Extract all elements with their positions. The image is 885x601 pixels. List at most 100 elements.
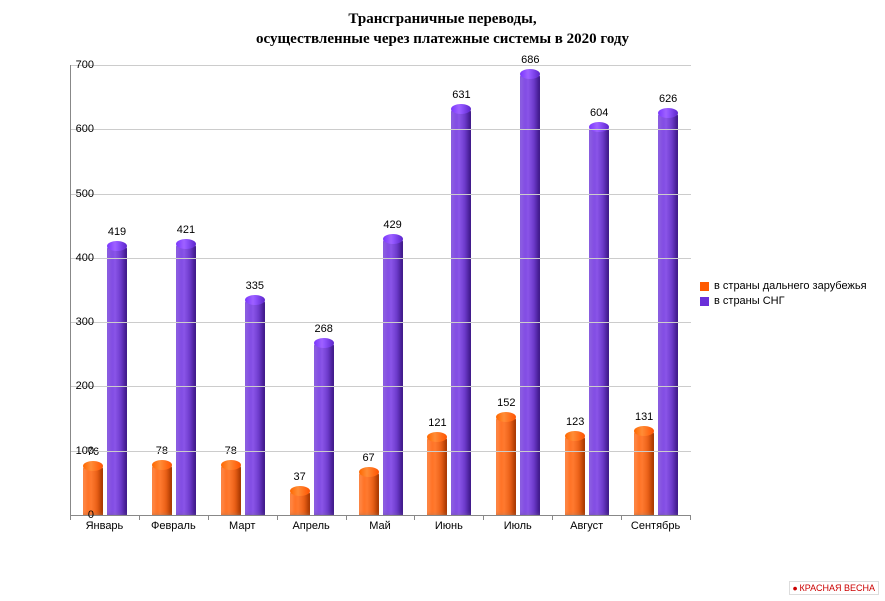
bar-value-label: 121 <box>428 417 446 429</box>
bar <box>496 417 516 515</box>
bar-cap <box>221 460 241 470</box>
bar-cap <box>290 486 310 496</box>
legend-swatch-0 <box>700 282 709 291</box>
bars-layer: 7641978421783353726867429121631152686123… <box>71 65 691 515</box>
bar-value-label: 67 <box>362 452 374 464</box>
x-tick-label: Апрель <box>292 520 329 532</box>
bar-group: 152686 <box>484 65 553 515</box>
bar-cap <box>83 461 103 471</box>
bar <box>565 436 585 515</box>
bar <box>152 465 172 515</box>
bar <box>221 465 241 515</box>
bar-value-label: 123 <box>566 416 584 428</box>
bar <box>83 466 103 515</box>
x-tick-label: Сентябрь <box>631 520 680 532</box>
x-tick-mark <box>208 515 209 520</box>
x-tick-mark <box>483 515 484 520</box>
x-tick-label: Август <box>570 520 603 532</box>
bar <box>658 113 678 515</box>
bar-cap <box>176 239 196 249</box>
bar-cap <box>496 412 516 422</box>
bar-value-label: 419 <box>108 226 126 238</box>
bar <box>314 343 334 515</box>
bar-cap <box>245 295 265 305</box>
bar-value-label: 131 <box>635 411 653 423</box>
bar-group: 121 631 <box>415 65 484 515</box>
bar <box>359 472 379 515</box>
bar <box>634 431 654 515</box>
y-tick-label: 600 <box>64 123 94 135</box>
x-tick-label: Январь <box>86 520 124 532</box>
y-tick-label: 700 <box>64 59 94 71</box>
watermark: •КРАСНАЯ ВЕСНА <box>789 581 879 595</box>
bar-cap <box>314 338 334 348</box>
bar-value-label: 604 <box>590 107 608 119</box>
bar <box>107 246 127 515</box>
bar-group: 78335 <box>209 65 278 515</box>
bar-value-label: 429 <box>383 219 401 231</box>
x-tick-mark <box>414 515 415 520</box>
bar-cap <box>658 108 678 118</box>
gridline <box>71 386 691 387</box>
x-tick-mark <box>277 515 278 520</box>
legend-item-0: в страны дальнего зарубежья <box>700 280 867 292</box>
title-line-1: Трансграничные переводы, <box>348 11 536 27</box>
bar <box>176 244 196 515</box>
bar-value-label: 152 <box>497 397 515 409</box>
gridline <box>71 258 691 259</box>
bar-cap <box>451 104 471 114</box>
bar-cap <box>634 426 654 436</box>
watermark-dot-icon: • <box>793 580 798 596</box>
legend-item-1: в страны СНГ <box>700 295 867 307</box>
gridline <box>71 194 691 195</box>
bar-cap <box>383 234 403 244</box>
chart-container: Трансграничные переводы, осуществленные … <box>0 0 885 601</box>
x-tick-mark <box>70 515 71 520</box>
bar <box>589 127 609 515</box>
x-tick-mark <box>690 515 691 520</box>
chart-area: 7641978421783353726867429121631152686123… <box>40 65 690 545</box>
bar-group: 123 604 <box>553 65 622 515</box>
x-tick-label: Март <box>229 520 255 532</box>
bar-value-label: 335 <box>246 280 264 292</box>
bar <box>520 74 540 515</box>
bar-cap <box>359 467 379 477</box>
bar-cap <box>427 432 447 442</box>
bar-value-label: 631 <box>452 89 470 101</box>
legend-label-0: в страны дальнего зарубежья <box>714 280 867 292</box>
y-tick-label: 200 <box>64 380 94 392</box>
x-tick-mark <box>346 515 347 520</box>
bar-group: 131 626 <box>622 65 691 515</box>
x-tick-mark <box>552 515 553 520</box>
bar-value-label: 37 <box>294 471 306 483</box>
gridline <box>71 451 691 452</box>
bar-value-label: 268 <box>314 323 332 335</box>
x-tick-label: Июнь <box>435 520 463 532</box>
plot-area: 7641978421783353726867429121631152686123… <box>70 65 691 516</box>
title-line-2: осуществленные через платежные системы в… <box>256 31 629 47</box>
x-tick-mark <box>621 515 622 520</box>
chart-title: Трансграничные переводы, осуществленные … <box>0 0 885 49</box>
gridline <box>71 322 691 323</box>
y-tick-label: 100 <box>64 445 94 457</box>
bar-value-label: 421 <box>177 224 195 236</box>
x-tick-label: Февраль <box>151 520 196 532</box>
bar-cap <box>565 431 585 441</box>
y-tick-label: 500 <box>64 188 94 200</box>
bar-value-label: 626 <box>659 93 677 105</box>
x-tick-label: Май <box>369 520 391 532</box>
gridline <box>71 129 691 130</box>
bar <box>290 491 310 515</box>
bar <box>383 239 403 515</box>
bar-cap <box>520 69 540 79</box>
bar <box>245 300 265 515</box>
legend: в страны дальнего зарубежья в страны СНГ <box>700 280 867 310</box>
y-tick-label: 400 <box>64 252 94 264</box>
y-tick-label: 300 <box>64 316 94 328</box>
bar-cap <box>152 460 172 470</box>
bar-cap <box>107 241 127 251</box>
bar-group: 78421 <box>140 65 209 515</box>
legend-label-1: в страны СНГ <box>714 295 785 307</box>
gridline <box>71 65 691 66</box>
bar <box>451 109 471 515</box>
